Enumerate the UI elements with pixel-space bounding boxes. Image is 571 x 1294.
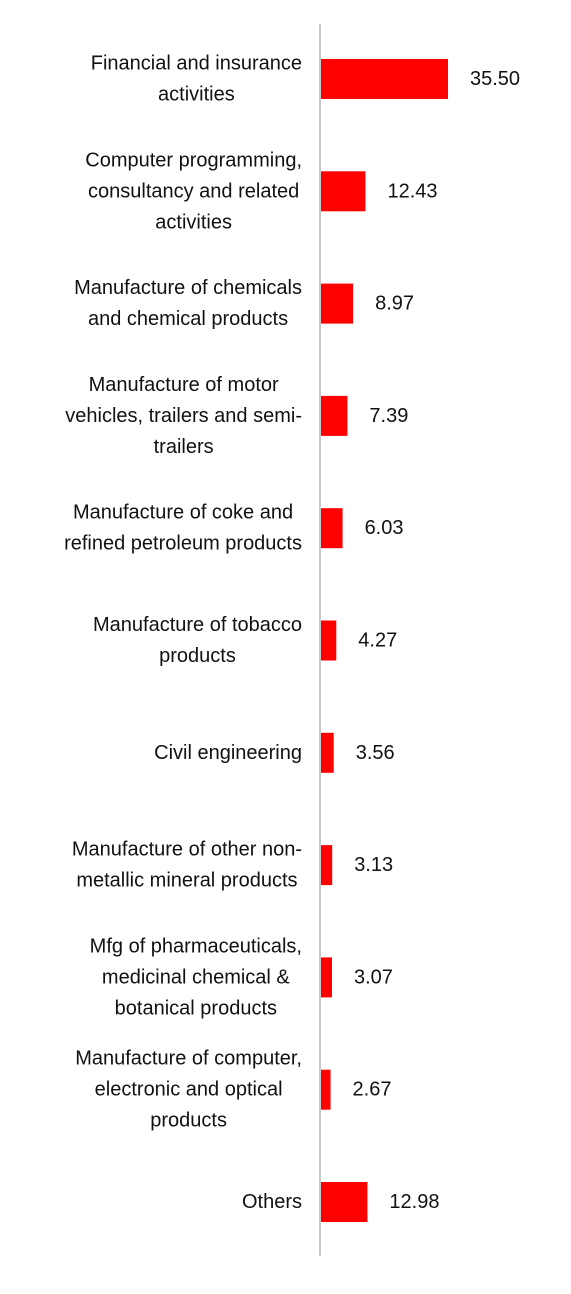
category-label: Manufacture of chemicals and chemical pro…: [74, 277, 302, 330]
category-label: Computer programming, consultancy and rel…: [85, 149, 302, 233]
bar: [321, 59, 448, 99]
category-label-line: Civil engineering: [154, 742, 302, 764]
bar-value-label: 7.39: [369, 405, 408, 427]
category-label-line: vehicles, trailers and semi-: [65, 405, 302, 427]
category-label-line: Manufacture of computer,: [75, 1048, 302, 1070]
bar: [321, 508, 343, 549]
bar: [321, 1069, 331, 1110]
bar: [321, 283, 354, 324]
category-label-line: Manufacture of motor: [89, 374, 279, 396]
bar: [321, 732, 334, 773]
category-label-line: botanical products: [115, 997, 277, 1019]
category-label-line: medicinal chemical &: [102, 966, 291, 988]
bar: [321, 957, 332, 998]
category-label: Mfg of pharmaceuticals, medicinal chemica…: [90, 935, 302, 1019]
bar-value-label: 3.56: [356, 742, 395, 764]
category-labels-group: Financial and insurance activitiesCompute…: [64, 53, 302, 1214]
category-label-line: Mfg of pharmaceuticals,: [90, 935, 302, 957]
category-label-line: activities: [158, 84, 235, 106]
bar-value-label: 4.27: [358, 630, 397, 652]
category-label-line: Manufacture of coke and: [73, 502, 293, 524]
bar-value-label: 35.50: [470, 68, 520, 90]
category-label: Financial and insurance activities: [91, 53, 302, 106]
category-label: Civil engineering: [154, 742, 302, 764]
category-label-line: metallic mineral products: [76, 870, 297, 892]
category-label-line: consultancy and related: [88, 180, 299, 202]
bar-value-label: 3.07: [354, 966, 393, 988]
category-label-line: electronic and optical: [95, 1079, 283, 1101]
bar: [321, 1182, 368, 1222]
bar-value-label: 12.43: [387, 180, 437, 202]
category-label-line: products: [150, 1110, 227, 1132]
bar-value-label: 3.13: [354, 854, 393, 876]
category-label-line: Manufacture of tobacco: [93, 614, 302, 636]
category-label-line: refined petroleum products: [64, 533, 302, 555]
bar-value-label: 12.98: [389, 1191, 439, 1213]
bar-value-label: 8.97: [375, 293, 414, 315]
bar: [321, 171, 366, 212]
category-label: Manufacture of computer, electronic and o…: [75, 1048, 302, 1132]
category-label-line: Computer programming,: [85, 149, 302, 171]
category-label: Manufacture of coke and refined petroleum…: [64, 502, 302, 555]
category-label-line: Manufacture of chemicals: [74, 277, 302, 299]
category-label-line: Others: [242, 1191, 302, 1213]
value-labels-group: 35.50 12.43 8.97 7.39 6.03 4.27 3.56 3.13 3.07 2.…: [353, 68, 521, 1213]
bars-group: [321, 59, 448, 1222]
category-label-line: Manufacture of other non-: [72, 839, 302, 861]
category-label-line: Financial and insurance: [91, 53, 302, 75]
bar: [321, 845, 333, 886]
category-label: Others: [242, 1191, 302, 1213]
bar: [321, 620, 337, 661]
category-label-line: activities: [155, 211, 232, 233]
bar: [321, 395, 348, 436]
bar-value-label: 2.67: [353, 1079, 392, 1101]
category-label-line: and chemical products: [88, 308, 288, 330]
category-label: Manufacture of other non-metallic minera…: [72, 839, 302, 892]
category-label: Manufacture of tobacco products: [93, 614, 302, 667]
category-label-line: products: [159, 645, 236, 667]
category-label: Manufacture of motor vehicles, trailers a…: [65, 374, 302, 458]
category-label-line: trailers: [154, 436, 214, 458]
bar-value-label: 6.03: [365, 517, 404, 539]
